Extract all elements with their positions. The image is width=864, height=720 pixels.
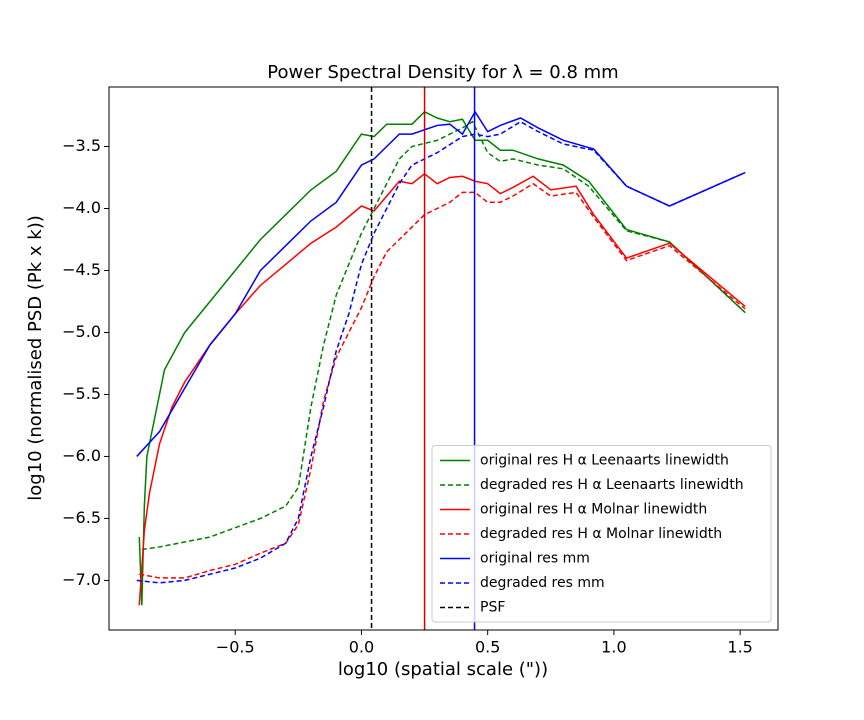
x-tick-label: 1.5 bbox=[727, 638, 752, 657]
y-tick-label: −3.5 bbox=[62, 136, 101, 155]
plot-frame bbox=[108, 86, 779, 631]
series-line bbox=[141, 120, 746, 551]
legend-label: original res H α Leenaarts linewidth bbox=[480, 453, 729, 469]
legend-box bbox=[431, 445, 772, 623]
series-line bbox=[136, 110, 746, 457]
y-tick-label: −4.0 bbox=[62, 198, 101, 217]
y-tick-label: −7.0 bbox=[62, 570, 101, 589]
y-tick-label: −5.0 bbox=[62, 322, 101, 341]
series-line bbox=[139, 182, 746, 579]
legend-label: degraded res H α Molnar linewidth bbox=[480, 526, 722, 542]
legend-label: degraded res H α Leenaarts linewidth bbox=[480, 477, 744, 493]
legend-label: degraded res mm bbox=[480, 575, 605, 591]
x-axis-label: log10 (spatial scale (")) bbox=[338, 659, 548, 680]
x-tick-label: −0.5 bbox=[216, 638, 255, 657]
y-tick-label: −6.0 bbox=[62, 446, 101, 465]
y-tick-label: −4.5 bbox=[62, 260, 101, 279]
y-axis-label: log10 (normalised PSD (Pk x k)) bbox=[25, 215, 46, 501]
legend-label: original res mm bbox=[480, 551, 590, 567]
series-line bbox=[138, 172, 746, 606]
legend-label: PSF bbox=[480, 600, 505, 616]
y-tick-label: −6.5 bbox=[62, 508, 101, 527]
series-line bbox=[136, 120, 746, 584]
series-line bbox=[138, 110, 746, 606]
chart-title: Power Spectral Density for λ = 0.8 mm bbox=[267, 62, 618, 83]
x-tick-label: 0.5 bbox=[475, 638, 500, 657]
x-tick-label: 1.0 bbox=[601, 638, 626, 657]
x-tick-label: 0.0 bbox=[349, 638, 374, 657]
legend-label: original res H α Molnar linewidth bbox=[480, 502, 707, 518]
y-tick-label: −5.5 bbox=[62, 384, 101, 403]
